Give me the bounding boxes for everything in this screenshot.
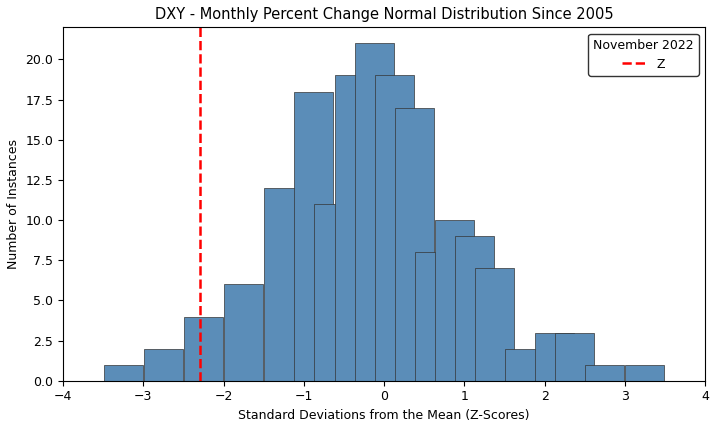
- Bar: [184, 317, 223, 381]
- Bar: [374, 76, 414, 381]
- Bar: [334, 76, 374, 381]
- Legend: Z: Z: [589, 33, 699, 76]
- Bar: [294, 91, 334, 381]
- Bar: [264, 188, 304, 381]
- Y-axis label: Number of Instances: Number of Instances: [7, 139, 20, 269]
- Bar: [455, 236, 494, 381]
- Bar: [435, 220, 474, 381]
- Title: DXY - Monthly Percent Change Normal Distribution Since 2005: DXY - Monthly Percent Change Normal Dist…: [155, 7, 614, 22]
- Bar: [555, 332, 594, 381]
- Bar: [535, 332, 574, 381]
- Bar: [415, 252, 454, 381]
- Bar: [395, 108, 434, 381]
- Bar: [224, 284, 263, 381]
- Bar: [626, 365, 664, 381]
- Bar: [314, 204, 354, 381]
- Bar: [104, 365, 142, 381]
- Bar: [505, 349, 544, 381]
- Bar: [586, 365, 624, 381]
- Bar: [354, 43, 394, 381]
- Bar: [475, 268, 514, 381]
- X-axis label: Standard Deviations from the Mean (Z-Scores): Standard Deviations from the Mean (Z-Sco…: [238, 409, 530, 422]
- Bar: [144, 349, 183, 381]
